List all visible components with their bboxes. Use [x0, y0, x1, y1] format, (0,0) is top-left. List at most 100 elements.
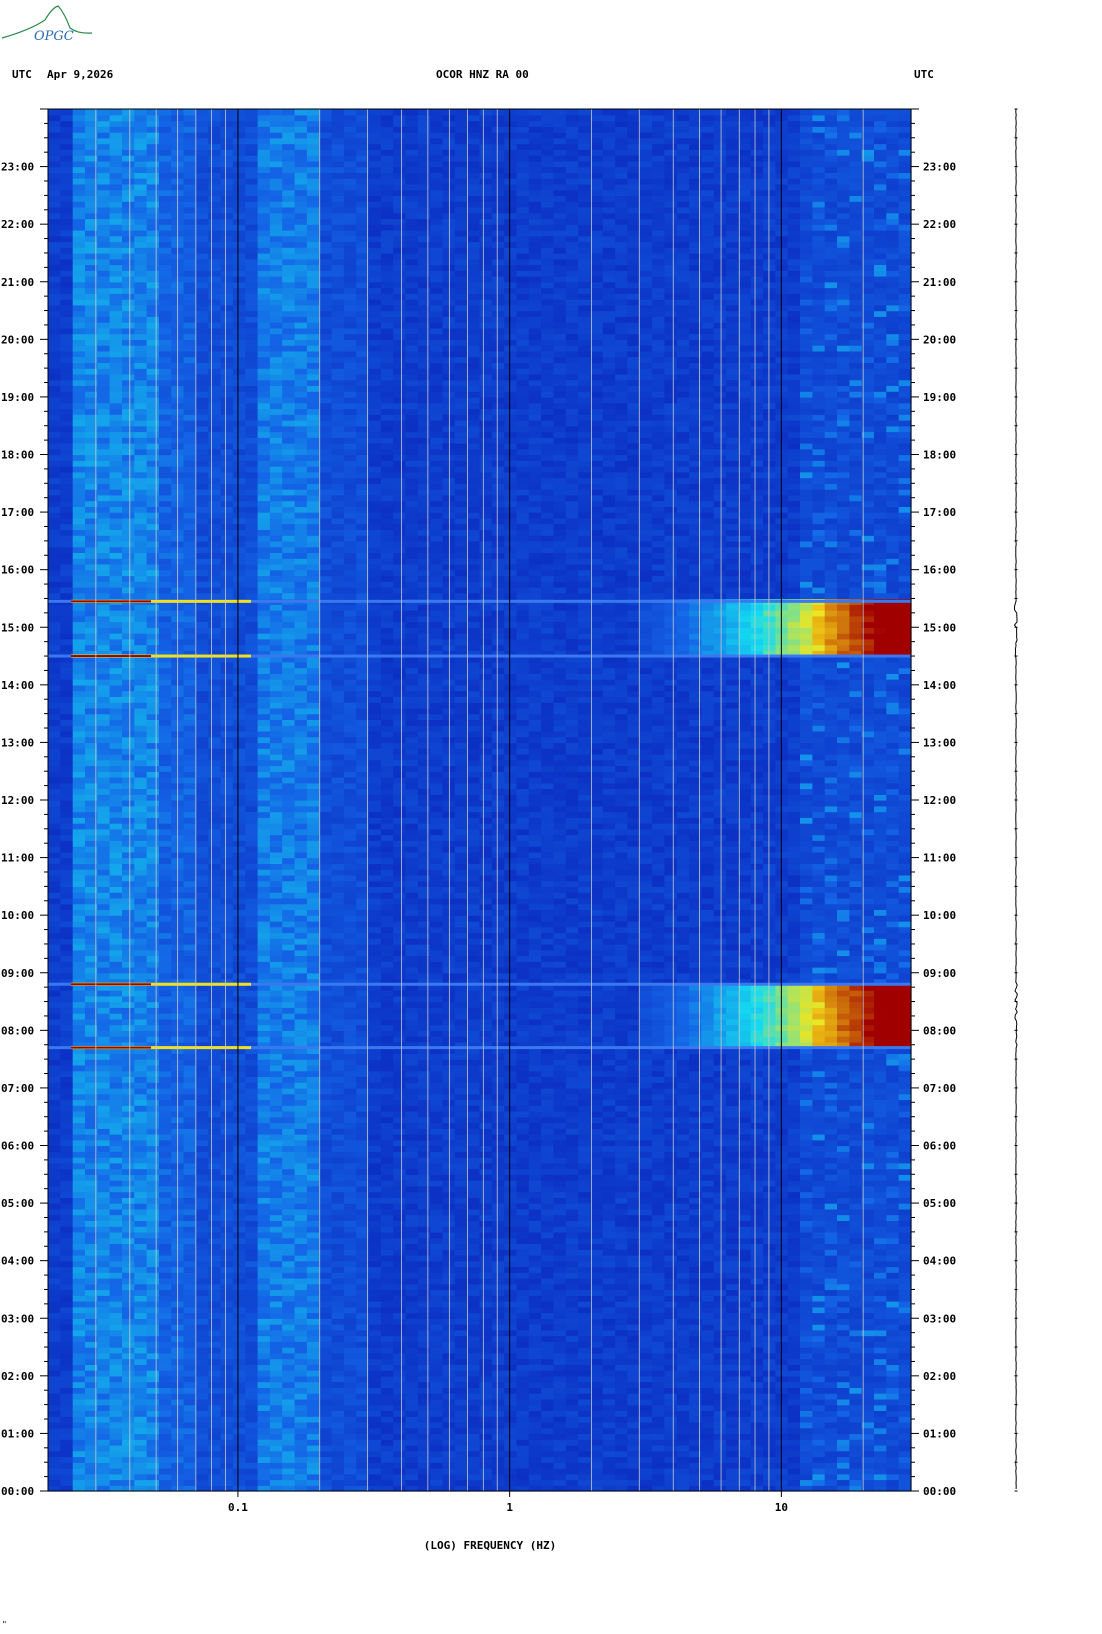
heatmap-cell: [257, 586, 271, 594]
heatmap-cell: [183, 310, 197, 317]
heatmap-cell: [60, 120, 74, 127]
heatmap-cell: [109, 299, 123, 306]
heatmap-cell: [294, 1462, 308, 1469]
heatmap-cell: [60, 661, 74, 669]
heatmap-cell: [97, 316, 111, 323]
heatmap-cell: [109, 604, 123, 611]
heatmap-cell: [146, 650, 160, 657]
heatmap-cell: [60, 1024, 74, 1031]
heatmap-cell: [109, 506, 123, 513]
heatmap-cell: [208, 1174, 222, 1181]
heatmap-cell: [60, 742, 74, 749]
heatmap-cell: [134, 949, 148, 957]
heatmap-cell: [245, 132, 259, 139]
heatmap-cell: [159, 333, 172, 340]
heatmap-cell: [269, 109, 283, 116]
heatmap-cell: [97, 1462, 111, 1469]
heatmap-cell: [208, 1116, 222, 1124]
heatmap-cell: [183, 817, 197, 824]
heatmap-cell: [282, 414, 296, 421]
heatmap-cell: [245, 1335, 259, 1342]
heatmap-cell: [220, 1059, 234, 1066]
heatmap-cell: [146, 137, 160, 145]
heatmap-cell: [269, 1122, 283, 1129]
heatmap-cell: [257, 1036, 271, 1043]
heatmap-cell: [72, 978, 86, 985]
heatmap-cell: [60, 788, 74, 795]
heatmap-cell: [232, 748, 246, 755]
heatmap-cell: [269, 466, 283, 473]
heatmap-cell: [257, 235, 271, 243]
heatmap-cell: [208, 1364, 222, 1371]
heatmap-cell: [220, 748, 234, 755]
heatmap-cell: [109, 1036, 123, 1043]
heatmap-cell: [134, 1416, 148, 1423]
heatmap-cell: [232, 1433, 246, 1440]
heatmap-cell: [109, 322, 123, 329]
heatmap-cell: [220, 886, 234, 893]
heatmap-cell: [159, 229, 172, 237]
heatmap-cell: [195, 713, 209, 720]
heatmap-cell: [146, 512, 160, 519]
heatmap-cell: [195, 1007, 209, 1014]
heatmap-cell: [72, 1324, 86, 1331]
heatmap-cell: [294, 1041, 308, 1049]
heatmap-cell: [97, 1070, 111, 1077]
heatmap-cell: [220, 1070, 234, 1077]
heatmap-cell: [97, 466, 111, 473]
heatmap-cell: [109, 1047, 123, 1054]
heatmap-cell: [134, 1018, 148, 1026]
heatmap-cell: [146, 155, 160, 162]
heatmap-cell: [257, 823, 271, 830]
heatmap-cell: [159, 494, 172, 502]
heatmap-cell: [183, 1007, 197, 1014]
heatmap-cell: [232, 1018, 246, 1026]
heatmap-cell: [294, 1070, 308, 1077]
heatmap-cell: [245, 817, 259, 824]
heatmap-cell: [294, 1001, 308, 1008]
heatmap-cell: [257, 1208, 271, 1216]
heatmap-cell: [60, 955, 74, 962]
heatmap-cell: [60, 1007, 74, 1014]
heatmap-cell: [122, 638, 135, 646]
heatmap-cell: [245, 368, 259, 375]
heatmap-cell: [85, 109, 98, 116]
heatmap-cell: [72, 299, 86, 306]
heatmap-cell: [109, 1295, 123, 1302]
heatmap-cell: [97, 558, 111, 565]
heatmap-cell: [257, 137, 271, 145]
heatmap-cell: [257, 166, 271, 173]
heatmap-cell: [195, 638, 209, 646]
heatmap-cell: [159, 1070, 172, 1077]
heatmap-cell: [232, 1001, 246, 1008]
heatmap-cell: [48, 569, 61, 577]
heatmap-cell: [146, 420, 160, 427]
heatmap-cell: [195, 155, 209, 162]
heatmap-cell: [48, 1157, 61, 1164]
heatmap-cell: [146, 1087, 160, 1095]
heatmap-cell: [97, 1306, 111, 1314]
heatmap-cell: [85, 431, 98, 438]
heatmap-cell: [97, 1041, 111, 1049]
heatmap-cell: [48, 949, 61, 957]
heatmap-cell: [109, 679, 123, 686]
heatmap-cell: [72, 581, 86, 588]
heatmap-cell: [195, 1197, 209, 1204]
heatmap-cell: [72, 880, 86, 887]
heatmap-cell: [245, 1416, 259, 1423]
heatmap-cell: [232, 1243, 246, 1250]
heatmap-cell: [122, 443, 135, 450]
heatmap-cell: [294, 805, 308, 813]
heatmap-cell: [85, 149, 98, 156]
heatmap-cell: [85, 592, 98, 600]
heatmap-cell: [85, 1047, 98, 1054]
heatmap-cell: [85, 437, 98, 444]
heatmap-cell: [208, 350, 222, 358]
heatmap-cell: [60, 500, 74, 507]
heatmap-cell: [257, 569, 271, 577]
heatmap-cell: [85, 961, 98, 968]
heatmap-cell: [48, 114, 61, 122]
heatmap-cell: [146, 690, 160, 697]
heatmap-cell: [122, 1335, 135, 1342]
heatmap-cell: [72, 753, 86, 761]
